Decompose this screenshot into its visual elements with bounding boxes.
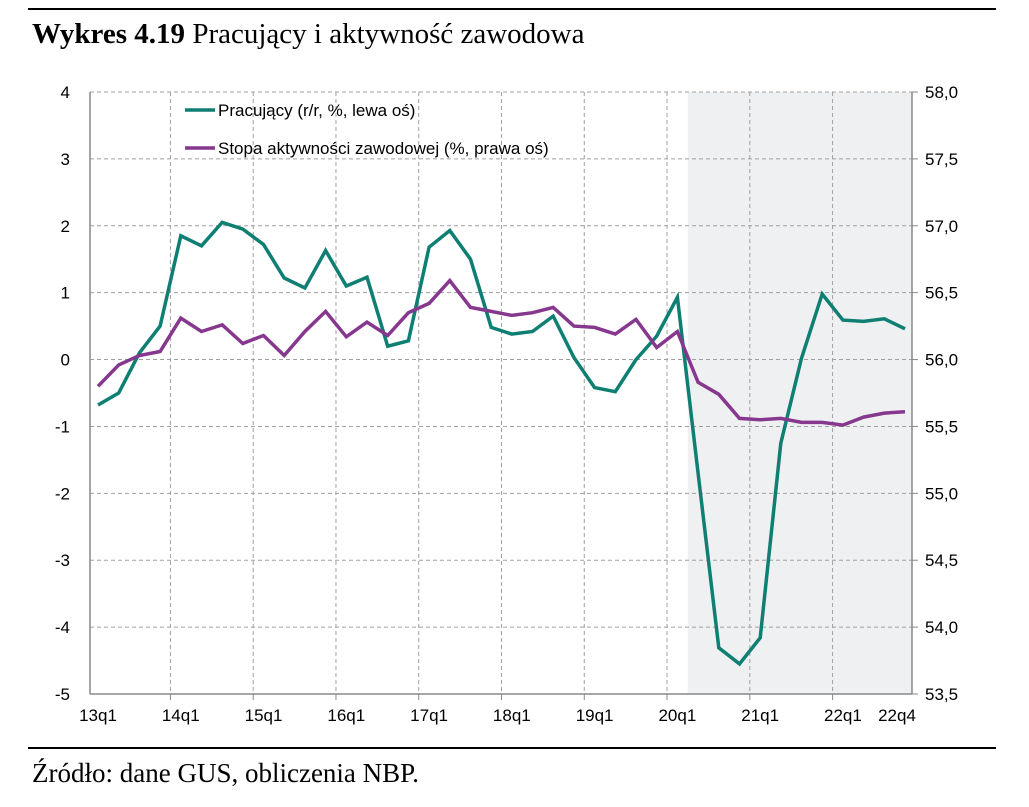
y-right-tick-label: 56,0 <box>925 351 958 370</box>
top-rule <box>28 8 996 10</box>
y-left-tick-label: -2 <box>55 484 70 503</box>
x-tick-label: 13q1 <box>79 706 117 725</box>
x-tick-label: 16q1 <box>327 706 365 725</box>
x-tick-label: 17q1 <box>410 706 448 725</box>
series-line-1 <box>97 220 906 667</box>
y-left-tick-label: 0 <box>61 351 70 370</box>
y-right-tick-label: 57,0 <box>925 217 958 236</box>
y-left-tick-label: 4 <box>61 83 70 102</box>
y-left-tick-label: -3 <box>55 551 70 570</box>
y-right-tick-label: 54,0 <box>925 618 958 637</box>
x-tick-label: 14q1 <box>162 706 200 725</box>
y-right-tick-label: 56,5 <box>925 284 958 303</box>
y-left-tick-label: -1 <box>55 417 70 436</box>
source-note: Źródło: dane GUS, obliczenia NBP. <box>32 758 419 788</box>
x-tick-label: 22q1 <box>824 706 862 725</box>
x-tick-label: 18q1 <box>493 706 531 725</box>
x-tick-label: 22q4 <box>878 706 916 725</box>
y-left-tick-label: 3 <box>61 150 70 169</box>
legend-label: Pracujący (r/r, %, lewa oś) <box>218 101 415 120</box>
bottom-rule <box>28 747 996 749</box>
y-left-tick-label: -4 <box>55 618 70 637</box>
x-tick-label: 20q1 <box>658 706 696 725</box>
y-left-tick-label: 2 <box>61 217 70 236</box>
chart-title: Wykres 4.19 Pracujący i aktywność zawodo… <box>32 18 584 51</box>
y-right-tick-label: 53,5 <box>925 685 958 704</box>
y-right-tick-label: 54,5 <box>925 551 958 570</box>
y-right-tick-label: 58,0 <box>925 83 958 102</box>
series-line-2 <box>96 277 906 427</box>
title-text: Pracujący i aktywność zawodowa <box>185 18 585 50</box>
figure-number: Wykres 4.19 <box>32 18 186 50</box>
y-left-tick-label: -5 <box>55 685 70 704</box>
shaded-region <box>687 92 912 694</box>
legend-label: Stopa aktywności zawodowej (%, prawa oś) <box>218 139 549 158</box>
y-left-tick-label: 1 <box>61 284 70 303</box>
y-right-tick-label: 55,0 <box>925 484 958 503</box>
x-tick-label: 21q1 <box>741 706 779 725</box>
x-tick-label: 15q1 <box>245 706 283 725</box>
y-right-tick-label: 55,5 <box>925 417 958 436</box>
x-tick-label: 19q1 <box>576 706 614 725</box>
y-right-tick-label: 57,5 <box>925 150 958 169</box>
